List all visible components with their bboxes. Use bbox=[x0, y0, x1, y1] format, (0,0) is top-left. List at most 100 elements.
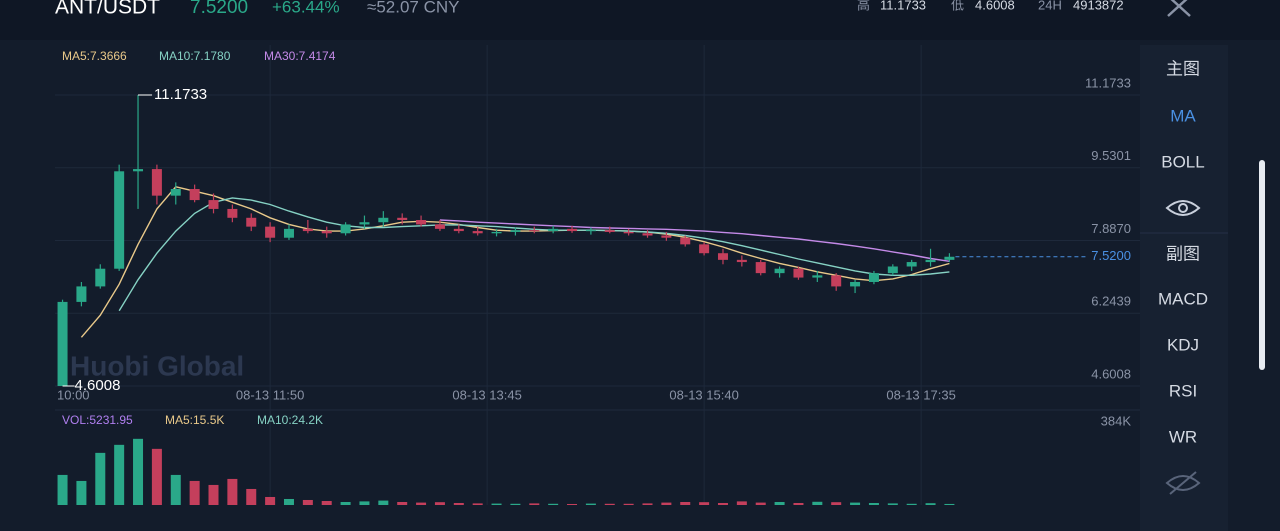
low-label: 低 bbox=[951, 0, 964, 12]
candle-body bbox=[642, 233, 653, 236]
volume-bar bbox=[868, 502, 879, 505]
volume-bar bbox=[567, 503, 578, 505]
x-tick-label: 08-13 15:40 bbox=[669, 387, 738, 402]
candle-body bbox=[340, 224, 351, 234]
candle-body bbox=[736, 259, 747, 263]
watermark: Huobi Global bbox=[70, 350, 244, 381]
volume-bar bbox=[831, 502, 842, 505]
candle-body bbox=[887, 266, 898, 274]
candle-body bbox=[133, 169, 144, 172]
volume-bar bbox=[133, 438, 144, 505]
volume-bar bbox=[378, 500, 389, 505]
sidebar-item[interactable]: BOLL bbox=[1161, 152, 1204, 171]
sidebar-item[interactable]: 副图 bbox=[1166, 244, 1200, 263]
cny: ≈52.07 CNY bbox=[367, 0, 460, 16]
volume-bar bbox=[453, 502, 464, 505]
volume-bar bbox=[340, 501, 351, 505]
volume-bar bbox=[850, 502, 861, 505]
volume-bar bbox=[736, 501, 747, 505]
volume-bar bbox=[887, 503, 898, 505]
candle-body bbox=[227, 208, 238, 218]
candle-body bbox=[755, 262, 766, 274]
volume-bar bbox=[812, 501, 823, 505]
close-button[interactable] bbox=[1167, 0, 1191, 17]
x-tick-label: 08-13 13:45 bbox=[452, 387, 521, 402]
volume-bar bbox=[302, 499, 313, 505]
high-label: 高 bbox=[857, 0, 870, 12]
sidebar-item[interactable]: MA bbox=[1170, 106, 1196, 125]
max-label: 11.1733 bbox=[154, 86, 207, 103]
candle-body bbox=[434, 224, 445, 229]
candle-body bbox=[680, 237, 691, 245]
legend-entry: MA30:7.4174 bbox=[264, 49, 336, 63]
volume-bar bbox=[208, 484, 219, 505]
volume-bar bbox=[774, 501, 785, 505]
volume-bar bbox=[661, 502, 672, 505]
candle-body bbox=[95, 268, 106, 287]
volume-bar bbox=[265, 496, 276, 505]
y-tick-label: 6.2439 bbox=[1091, 294, 1131, 309]
candle-body bbox=[944, 256, 955, 260]
x-tick-label: 10:00 bbox=[57, 387, 90, 402]
sidebar-item[interactable]: RSI bbox=[1169, 381, 1197, 400]
candle-body bbox=[170, 189, 181, 196]
sidebar-item[interactable]: KDJ bbox=[1167, 335, 1199, 354]
candle-body bbox=[529, 230, 540, 232]
sidebar-item[interactable]: WR bbox=[1169, 427, 1197, 446]
sidebar-item[interactable]: MACD bbox=[1158, 289, 1208, 308]
candle-body bbox=[906, 262, 917, 267]
volume-bar bbox=[151, 448, 162, 505]
volume-legend-entry: MA5:15.5K bbox=[165, 413, 224, 427]
sidebar-item[interactable]: 主图 bbox=[1166, 59, 1200, 78]
candle-body bbox=[585, 230, 596, 232]
y-tick-label: 4.6008 bbox=[1091, 366, 1131, 381]
volume-bar bbox=[548, 503, 559, 505]
volume-bar bbox=[906, 503, 917, 505]
eye-icon[interactable] bbox=[1165, 200, 1201, 216]
candle-body bbox=[831, 275, 842, 287]
candle-body bbox=[717, 253, 728, 260]
body-bg bbox=[0, 40, 1280, 531]
candle-body bbox=[151, 169, 162, 196]
min-label: 4.6008 bbox=[75, 377, 121, 394]
volume-bar bbox=[227, 478, 238, 505]
candle-body bbox=[868, 273, 879, 282]
y-tick-label: 11.1733 bbox=[1085, 75, 1131, 90]
volume-bar bbox=[283, 498, 294, 505]
candle-body bbox=[661, 235, 672, 238]
candle-body bbox=[548, 228, 559, 232]
candle-body bbox=[378, 217, 389, 223]
ma-line bbox=[439, 219, 950, 262]
candle-body bbox=[302, 228, 313, 232]
candle-body bbox=[359, 222, 370, 225]
volume-bar bbox=[170, 474, 181, 505]
volume-bar bbox=[114, 444, 125, 505]
candle-body bbox=[57, 301, 68, 386]
candle-body bbox=[623, 231, 634, 234]
candle-body bbox=[114, 171, 125, 269]
volume-bar bbox=[491, 503, 502, 505]
candle-body bbox=[321, 231, 332, 234]
vol-label: 24H bbox=[1038, 0, 1062, 12]
volume-bar bbox=[623, 503, 634, 505]
volume-bar bbox=[793, 502, 804, 505]
legend-entry: MA5:7.3666 bbox=[62, 49, 127, 63]
eye-off-icon[interactable] bbox=[1165, 471, 1201, 495]
volume-bar bbox=[944, 503, 955, 505]
volume-bar bbox=[604, 503, 615, 505]
change: +63.44% bbox=[272, 0, 340, 16]
volume-bar bbox=[529, 503, 540, 505]
vol: 4913872 bbox=[1073, 0, 1124, 12]
sidebar-bg bbox=[1140, 45, 1228, 531]
x-tick-label: 08-13 11:50 bbox=[236, 387, 304, 402]
x-tick-label: 08-13 17:35 bbox=[886, 387, 955, 402]
candle-body bbox=[397, 217, 408, 221]
volume-tick-label: 384K bbox=[1101, 413, 1132, 428]
candle-body bbox=[604, 230, 615, 232]
high: 11.1733 bbox=[880, 0, 926, 12]
low: 4.6008 bbox=[975, 0, 1015, 12]
candle-body bbox=[510, 230, 521, 232]
volume-bar bbox=[510, 503, 521, 505]
